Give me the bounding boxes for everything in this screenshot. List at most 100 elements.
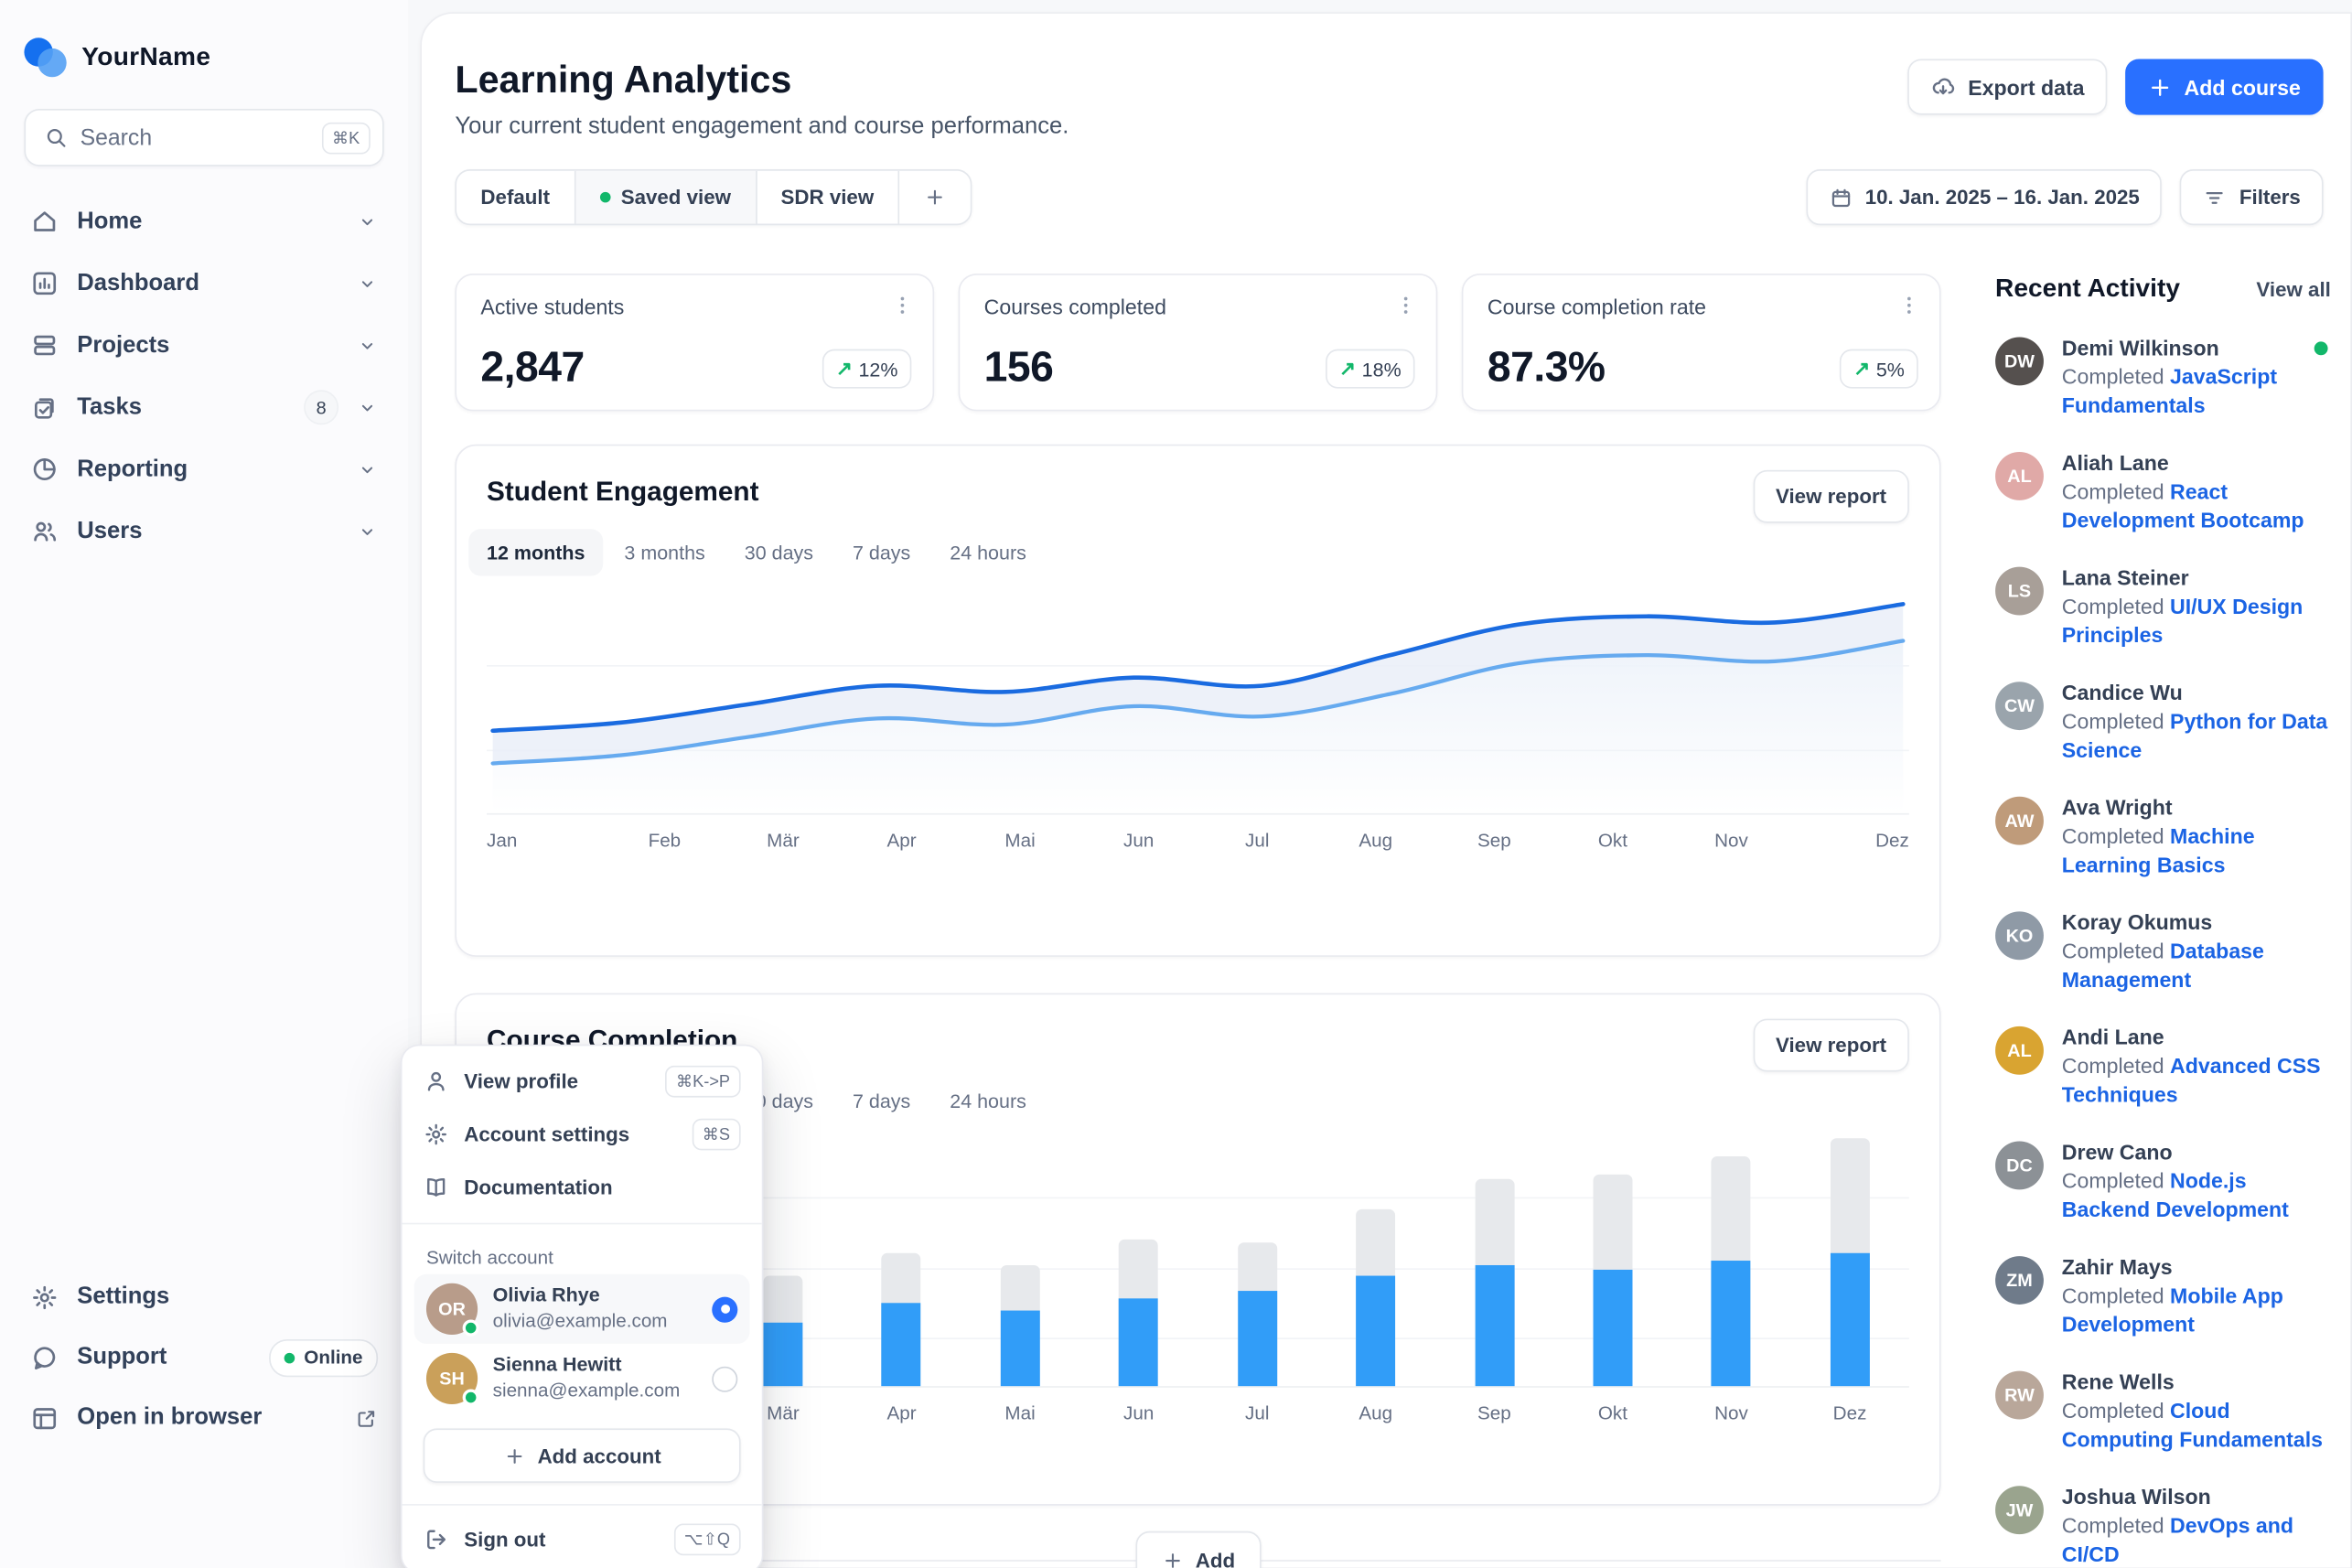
range-30-days[interactable]: 30 days	[744, 541, 814, 564]
activity-item[interactable]: LS Lana Steiner Completed UI/UX Design P…	[1995, 564, 2331, 650]
date-range-button[interactable]: 10. Jan. 2025 – 16. Jan. 2025	[1806, 169, 2163, 226]
tab-saved-view[interactable]: Saved view	[575, 170, 757, 224]
activity-item[interactable]: AL Andi Lane Completed Advanced CSS Tech…	[1995, 1024, 2331, 1110]
range-7-days[interactable]: 7 days	[852, 1090, 911, 1113]
sidebar-item-projects[interactable]: Projects	[24, 315, 383, 377]
card-title: Student Engagement	[487, 476, 759, 507]
filters-button[interactable]: Filters	[2180, 169, 2324, 226]
bar-total	[1830, 1138, 1870, 1387]
export-data-button[interactable]: Export data	[1907, 59, 2108, 115]
shortcut-badge: ⌥⇧Q	[673, 1522, 741, 1555]
calendar-icon	[1831, 188, 1850, 207]
bar-column[interactable]	[1790, 1133, 1909, 1387]
activity-item[interactable]: AL Aliah Lane Completed React Developmen…	[1995, 449, 2331, 535]
range-24-hours[interactable]: 24 hours	[950, 1090, 1026, 1113]
unread-dot-icon	[2314, 341, 2328, 356]
cloud-download-icon	[1932, 78, 1955, 95]
account-option-sienna[interactable]: SH Sienna Hewitt sienna@example.com	[414, 1344, 750, 1413]
view-report-button[interactable]: View report	[1753, 1018, 1909, 1072]
sidebar-item-support[interactable]: Support Online	[24, 1327, 383, 1388]
menu-item-label: Documentation	[464, 1176, 613, 1199]
add-view-tab-button[interactable]	[899, 171, 971, 224]
sidebar-item-open-in-browser[interactable]: Open in browser	[24, 1388, 383, 1448]
tab-sdr-view[interactable]: SDR view	[757, 170, 900, 224]
tab-default[interactable]: Default	[456, 170, 576, 224]
documentation-menu-item[interactable]: Documentation	[411, 1161, 752, 1214]
sidebar-item-reporting[interactable]: Reporting	[24, 438, 383, 500]
kebab-menu-icon[interactable]	[890, 294, 914, 317]
add-course-button[interactable]: Add course	[2125, 59, 2324, 115]
radio-selected-icon[interactable]	[712, 1295, 738, 1322]
bar-column[interactable]	[1672, 1133, 1791, 1387]
sidebar-item-settings[interactable]: Settings	[24, 1267, 383, 1327]
activity-course-link[interactable]: Cloud Computing Fundamentals	[2061, 1398, 2324, 1452]
activity-user-name: Aliah Lane	[2061, 450, 2169, 475]
activity-course-link[interactable]: DevOps and CI/CD	[2061, 1512, 2294, 1566]
bar-column[interactable]	[1079, 1133, 1198, 1387]
activity-item[interactable]: DC Drew Cano Completed Node.js Backend D…	[1995, 1138, 2331, 1224]
account-name: Sienna Hewitt	[492, 1353, 622, 1377]
stat-delta: 18%	[1361, 357, 1402, 381]
chevron-down-icon	[361, 404, 373, 411]
activity-item[interactable]: ZM Zahir Mays Completed Mobile App Devel…	[1995, 1253, 2331, 1339]
range-24-hours[interactable]: 24 hours	[950, 541, 1026, 564]
range-3-months[interactable]: 3 months	[624, 541, 705, 564]
view-all-link[interactable]: View all	[2256, 277, 2331, 300]
account-option-olivia[interactable]: OR Olivia Rhye olivia@example.com	[413, 1273, 750, 1344]
range-7-days[interactable]: 7 days	[852, 541, 911, 564]
sidebar-item-users[interactable]: Users	[24, 500, 383, 563]
divider	[402, 1222, 762, 1225]
kebab-menu-icon[interactable]	[1897, 294, 1921, 317]
bar-column[interactable]	[843, 1133, 961, 1387]
bar-column[interactable]	[1316, 1133, 1435, 1387]
activity-item[interactable]: JW Joshua Wilson Completed DevOps and CI…	[1995, 1483, 2331, 1568]
sidebar-nav: Home Dashboard Projects Tasks 8	[24, 190, 383, 562]
activity-prefix: Completed	[2061, 708, 2171, 734]
add-label: Add	[1195, 1548, 1236, 1568]
bar-column[interactable]	[1553, 1133, 1672, 1387]
main-content-panel: Learning Analytics Your current student …	[420, 12, 2352, 1568]
activity-item[interactable]: AW Ava Wright Completed Machine Learning…	[1995, 793, 2331, 879]
bar-column[interactable]	[961, 1133, 1079, 1387]
bar-column[interactable]	[724, 1133, 843, 1387]
x-axis-tick: Jun	[1123, 1402, 1155, 1424]
activity-course-link[interactable]: React Development Bootcamp	[2061, 478, 2304, 532]
activity-course-link[interactable]: Mobile App Development	[2061, 1283, 2283, 1337]
stat-card-active-students: Active students 2,847 ↗ 12%	[455, 274, 935, 412]
avatar: DC	[1995, 1141, 2044, 1190]
search-icon	[47, 129, 66, 147]
stat-delta: 5%	[1875, 357, 1905, 381]
activity-course-link[interactable]: Machine Learning Basics	[2061, 823, 2255, 877]
add-account-button[interactable]: Add account	[423, 1428, 741, 1483]
activity-course-link[interactable]: Advanced CSS Techniques	[2061, 1053, 2321, 1107]
radio-unselected-icon[interactable]	[712, 1365, 738, 1391]
activity-item[interactable]: CW Candice Wu Completed Python for Data …	[1995, 679, 2331, 765]
sign-out-menu-item[interactable]: Sign out ⌥⇧Q	[403, 1506, 762, 1568]
avatar-initials: DW	[2003, 350, 2035, 372]
view-report-button[interactable]: View report	[1753, 469, 1909, 523]
search-input[interactable]: Search ⌘K	[24, 108, 384, 166]
kebab-menu-icon[interactable]	[1393, 294, 1417, 317]
account-settings-menu-item[interactable]: Account settings ⌘S	[411, 1108, 752, 1161]
sidebar-item-home[interactable]: Home	[24, 190, 383, 252]
activity-item[interactable]: DW Demi Wilkinson Completed JavaScript F…	[1995, 334, 2331, 420]
activity-item[interactable]: KO Koray Okumus Completed Database Manag…	[1995, 908, 2331, 994]
avatar: LS	[1995, 566, 2044, 616]
plus-icon	[2152, 78, 2169, 96]
view-profile-menu-item[interactable]: View profile ⌘K->P	[411, 1055, 752, 1108]
sidebar-item-dashboard[interactable]: Dashboard	[24, 252, 383, 315]
range-12-months[interactable]: 12 months	[468, 529, 604, 576]
activity-course-link[interactable]: UI/UX Design Principles	[2061, 594, 2304, 648]
bar-column[interactable]	[1197, 1133, 1316, 1387]
activity-course-link[interactable]: Python for Data Science	[2061, 708, 2328, 762]
activity-user-name: Drew Cano	[2061, 1139, 2173, 1165]
activity-course-link[interactable]: JavaScript Fundamentals	[2061, 364, 2278, 418]
activity-course-link[interactable]: Node.js Backend Development	[2061, 1168, 2289, 1222]
sidebar-item-tasks[interactable]: Tasks 8	[24, 376, 383, 438]
add-button[interactable]: Add	[1134, 1530, 1262, 1568]
gear-icon	[425, 1123, 446, 1145]
bar-column[interactable]	[1435, 1133, 1554, 1387]
activity-item[interactable]: RW Rene Wells Completed Cloud Computing …	[1995, 1368, 2331, 1454]
activity-course-link[interactable]: Database Management	[2061, 939, 2264, 992]
gridline	[487, 1197, 1909, 1198]
